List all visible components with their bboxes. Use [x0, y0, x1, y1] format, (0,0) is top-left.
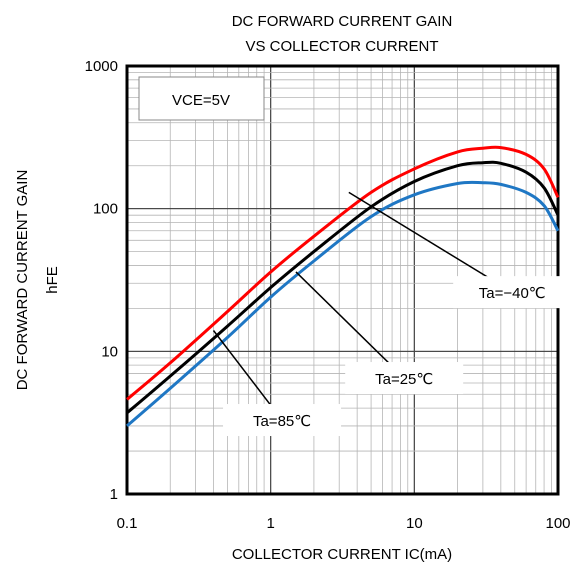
y-axis-label: DC FORWARD CURRENT GAIN	[14, 170, 31, 391]
x-axis-label: COLLECTOR CURRENT IC(mA)	[232, 546, 452, 563]
series-line-0	[126, 145, 560, 401]
series-pointer-0	[348, 191, 513, 293]
grid-lines	[126, 65, 559, 495]
x-tick-label: 100	[545, 515, 570, 532]
condition-label: VCE=5V	[172, 92, 230, 109]
series-label-bg-0	[453, 276, 572, 309]
series-label-0: Ta=−40℃	[479, 285, 546, 302]
series-label-2: Ta=85℃	[253, 413, 311, 430]
x-tick-label: 0.1	[117, 515, 138, 532]
y-axis-label-hfe: hFE	[44, 266, 61, 294]
series-line-1	[126, 160, 560, 415]
chart-subtitle: VS COLLECTOR CURRENT	[245, 38, 438, 55]
y-tick-label: 10	[101, 343, 118, 360]
series-label-1: Ta=25℃	[375, 371, 433, 388]
series-label-bg-1	[345, 362, 464, 395]
chart-title: DC FORWARD CURRENT GAIN	[232, 13, 453, 30]
series-labels: Ta=−40℃ Ta=25℃ Ta=85℃	[223, 276, 572, 437]
x-tick-label: 10	[406, 515, 423, 532]
y-tick-label: 1000	[85, 58, 118, 75]
y-tick-label: 100	[93, 201, 118, 218]
series-lines	[126, 145, 560, 428]
condition-box-frame	[138, 76, 265, 121]
x-tick-label: 1	[266, 515, 274, 532]
tick-labels: 0.1 1 10 100 1 10 100 1000	[85, 58, 571, 532]
condition-box: VCE=5V	[138, 76, 265, 121]
y-tick-label: 1	[110, 486, 118, 503]
series-line-2	[126, 180, 560, 428]
series-pointer-1	[295, 271, 405, 379]
series-label-bg-2	[223, 404, 342, 437]
